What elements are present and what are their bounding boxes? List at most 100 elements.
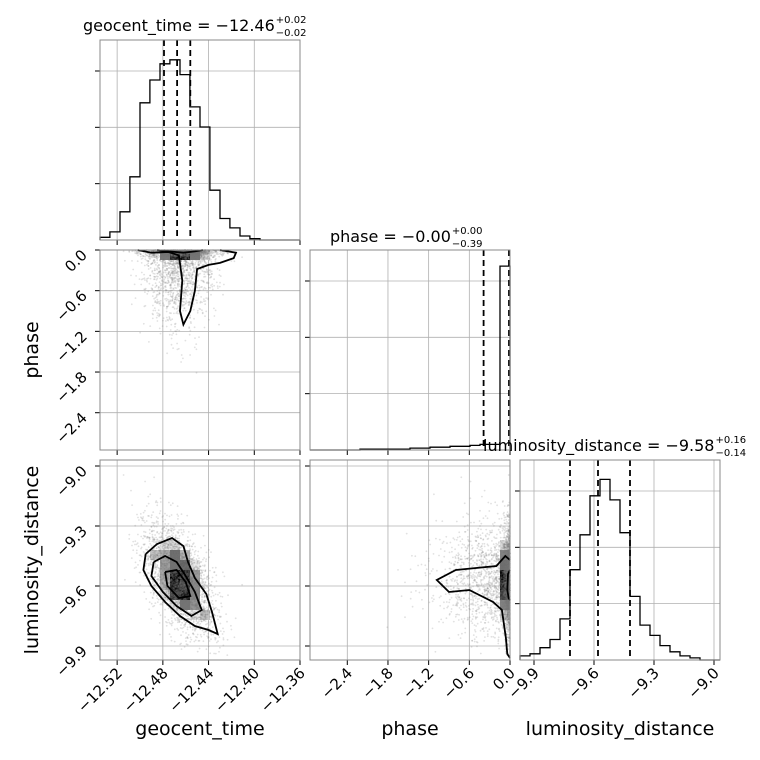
sample-point <box>153 549 156 552</box>
sample-point <box>184 608 187 611</box>
sample-point <box>219 646 221 649</box>
sample-point <box>167 305 170 308</box>
sample-point <box>206 291 209 293</box>
sample-point <box>160 282 162 285</box>
sample-point <box>167 262 170 264</box>
sample-point <box>190 552 193 554</box>
density-cell <box>180 550 190 560</box>
sample-point <box>189 276 191 278</box>
sample-point <box>168 633 171 636</box>
sample-point <box>189 267 191 270</box>
sample-point <box>190 295 193 298</box>
sample-point <box>191 252 194 255</box>
sample-point <box>141 519 144 522</box>
sample-point <box>174 536 177 538</box>
sample-point <box>183 269 186 272</box>
sample-point <box>210 252 213 255</box>
sample-point <box>171 299 174 302</box>
sample-point <box>167 253 170 256</box>
sample-point <box>190 253 193 256</box>
sample-point <box>163 280 165 282</box>
sample-point <box>156 587 158 590</box>
sample-point <box>187 301 189 304</box>
sample-point <box>167 529 170 531</box>
sample-point <box>157 517 159 520</box>
sample-point <box>170 287 173 289</box>
sample-point <box>218 269 221 272</box>
sample-point <box>199 633 202 636</box>
sample-point <box>170 617 173 619</box>
sample-point <box>156 312 159 314</box>
sample-point <box>149 277 152 280</box>
sample-point <box>197 254 200 257</box>
sample-point <box>137 545 140 548</box>
sample-point <box>177 259 179 262</box>
sample-point <box>205 648 208 651</box>
sample-point <box>155 568 158 571</box>
sample-point <box>158 315 160 318</box>
sample-point <box>187 257 190 260</box>
sample-point <box>211 272 213 275</box>
sample-point <box>144 531 147 534</box>
sample-point <box>191 601 194 604</box>
sample-point <box>172 274 174 277</box>
sample-point <box>147 495 150 498</box>
sample-point <box>184 265 187 268</box>
sample-point <box>197 622 199 625</box>
sample-point <box>214 254 217 257</box>
sample-point <box>172 529 175 532</box>
sample-point <box>173 284 176 287</box>
sample-point <box>196 309 199 312</box>
sample-point <box>160 552 163 555</box>
sample-point <box>131 504 134 506</box>
sample-point <box>199 261 202 263</box>
sample-point <box>145 259 148 262</box>
sample-point <box>157 312 160 315</box>
sample-point <box>170 272 172 275</box>
sample-point <box>130 489 132 492</box>
sample-point <box>171 502 174 505</box>
sample-point <box>192 266 194 269</box>
sample-point <box>170 583 173 585</box>
sample-point <box>165 624 168 627</box>
sample-point <box>170 343 173 346</box>
sample-point <box>175 546 178 548</box>
sample-point <box>209 652 212 655</box>
sample-point <box>175 287 178 289</box>
sample-point <box>168 267 171 269</box>
sample-point <box>185 609 188 611</box>
sample-point <box>201 257 204 260</box>
sample-point <box>219 616 221 618</box>
sample-point <box>202 564 204 567</box>
sample-point <box>191 273 194 276</box>
sample-point <box>189 316 192 319</box>
sample-point <box>132 540 135 543</box>
sample-point <box>142 322 145 325</box>
sample-point <box>185 257 188 260</box>
sample-point <box>194 628 196 631</box>
sample-point <box>152 553 155 556</box>
sample-point <box>207 297 210 299</box>
sample-point <box>167 599 169 602</box>
sample-point <box>210 258 212 261</box>
sample-point <box>183 271 186 274</box>
sample-point <box>137 516 139 519</box>
sample-point <box>171 306 174 308</box>
sample-point <box>201 620 203 622</box>
sample-point <box>187 253 190 256</box>
sample-point <box>177 282 180 285</box>
sample-point <box>156 257 159 260</box>
sample-point <box>207 549 210 551</box>
sample-point <box>179 604 182 607</box>
sample-point <box>136 260 139 263</box>
sample-point <box>204 618 207 621</box>
sample-point <box>207 255 210 258</box>
sample-point <box>189 641 192 643</box>
sample-point <box>146 555 149 558</box>
sample-point <box>159 510 162 512</box>
sample-point <box>195 371 198 374</box>
sample-point <box>142 516 145 518</box>
sample-point <box>163 258 166 261</box>
